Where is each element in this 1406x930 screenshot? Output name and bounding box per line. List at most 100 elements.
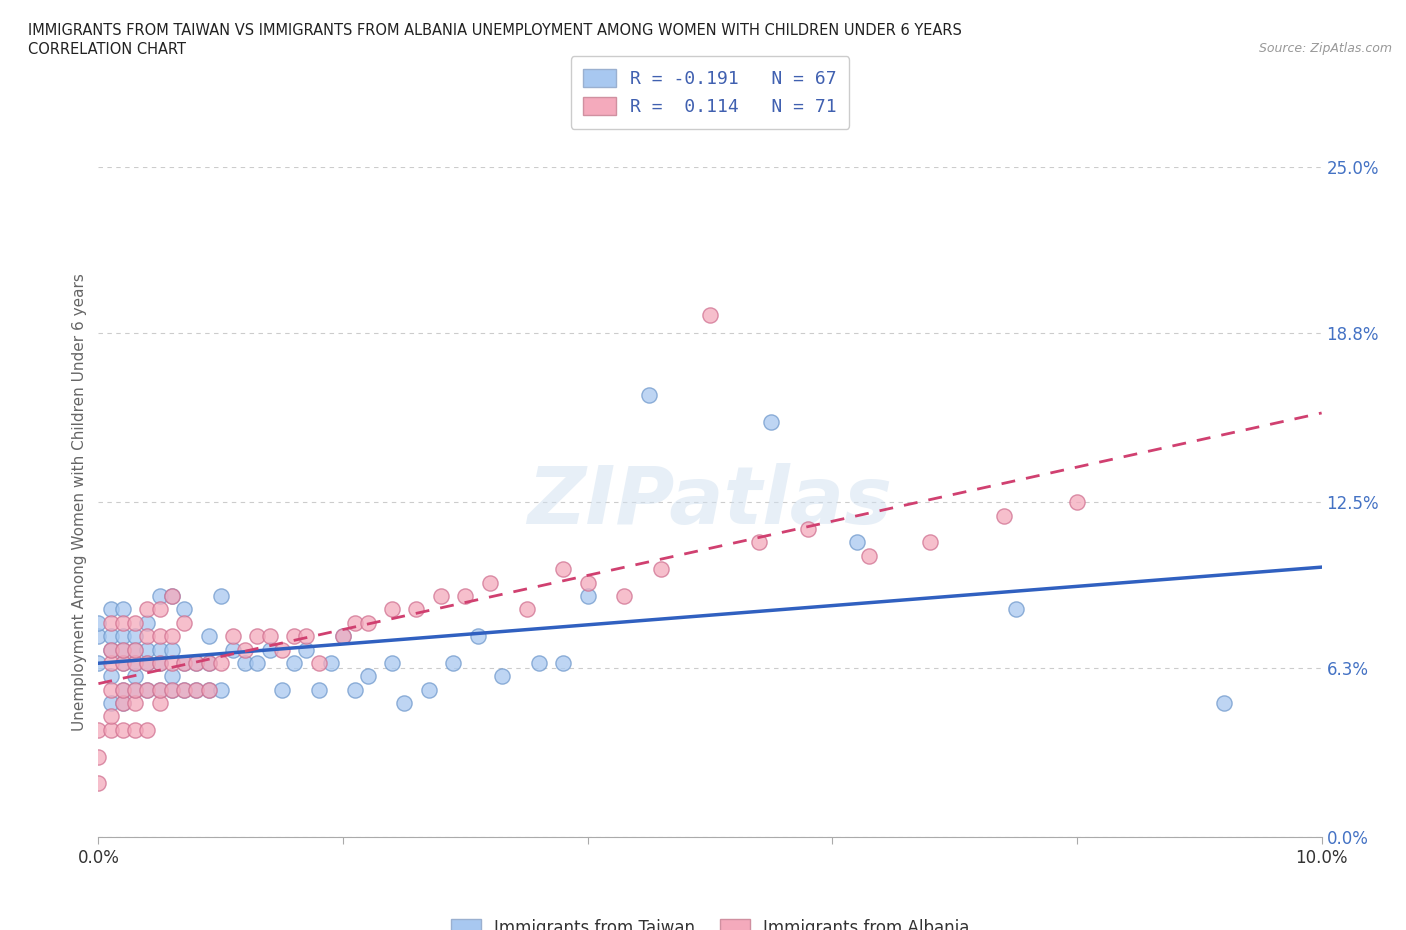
Point bbox=[111, 683, 134, 698]
Point bbox=[845, 535, 868, 550]
Point bbox=[149, 589, 172, 604]
Point bbox=[124, 642, 146, 657]
Point bbox=[111, 683, 134, 698]
Point bbox=[136, 642, 159, 657]
Point bbox=[283, 629, 305, 644]
Point bbox=[246, 629, 269, 644]
Point bbox=[87, 629, 110, 644]
Point bbox=[516, 602, 538, 617]
Point bbox=[149, 656, 172, 671]
Point bbox=[149, 683, 172, 698]
Text: ZIPatlas: ZIPatlas bbox=[527, 463, 893, 541]
Point bbox=[111, 696, 134, 711]
Point bbox=[233, 656, 256, 671]
Point bbox=[173, 656, 195, 671]
Point bbox=[222, 629, 245, 644]
Point bbox=[186, 656, 208, 671]
Point bbox=[405, 602, 427, 617]
Point bbox=[319, 656, 342, 671]
Point bbox=[87, 776, 110, 790]
Point bbox=[650, 562, 672, 577]
Point bbox=[197, 683, 219, 698]
Point bbox=[186, 683, 208, 698]
Point bbox=[308, 656, 330, 671]
Point bbox=[136, 683, 159, 698]
Point bbox=[124, 656, 146, 671]
Point bbox=[699, 307, 721, 322]
Point bbox=[173, 683, 195, 698]
Point bbox=[124, 642, 146, 657]
Point bbox=[160, 642, 183, 657]
Point bbox=[124, 683, 146, 698]
Point bbox=[160, 683, 183, 698]
Point bbox=[418, 683, 440, 698]
Point bbox=[259, 629, 281, 644]
Point bbox=[233, 642, 256, 657]
Point bbox=[197, 683, 219, 698]
Point bbox=[491, 669, 513, 684]
Point bbox=[209, 589, 232, 604]
Point bbox=[111, 629, 134, 644]
Point bbox=[344, 683, 367, 698]
Point bbox=[173, 683, 195, 698]
Point bbox=[136, 683, 159, 698]
Point bbox=[381, 602, 404, 617]
Point bbox=[441, 656, 464, 671]
Point bbox=[1212, 696, 1234, 711]
Point bbox=[454, 589, 477, 604]
Point bbox=[392, 696, 416, 711]
Point bbox=[136, 723, 159, 737]
Legend: Immigrants from Taiwan, Immigrants from Albania: Immigrants from Taiwan, Immigrants from … bbox=[444, 912, 976, 930]
Point bbox=[149, 629, 172, 644]
Point bbox=[87, 616, 110, 631]
Point bbox=[111, 656, 134, 671]
Point bbox=[356, 616, 378, 631]
Point bbox=[748, 535, 770, 550]
Point bbox=[136, 656, 159, 671]
Point bbox=[111, 642, 134, 657]
Point bbox=[100, 629, 122, 644]
Text: Source: ZipAtlas.com: Source: ZipAtlas.com bbox=[1258, 42, 1392, 55]
Point bbox=[381, 656, 404, 671]
Point bbox=[111, 642, 134, 657]
Point bbox=[100, 602, 122, 617]
Point bbox=[553, 562, 575, 577]
Point bbox=[197, 629, 219, 644]
Point bbox=[430, 589, 453, 604]
Point bbox=[100, 642, 122, 657]
Point bbox=[111, 723, 134, 737]
Point bbox=[209, 656, 232, 671]
Point bbox=[136, 656, 159, 671]
Point bbox=[197, 656, 219, 671]
Point bbox=[173, 616, 195, 631]
Point bbox=[124, 629, 146, 644]
Point bbox=[1004, 602, 1026, 617]
Point bbox=[124, 656, 146, 671]
Point bbox=[111, 616, 134, 631]
Point bbox=[87, 723, 110, 737]
Point bbox=[149, 696, 172, 711]
Point bbox=[149, 656, 172, 671]
Point bbox=[332, 629, 354, 644]
Point bbox=[136, 602, 159, 617]
Point bbox=[173, 656, 195, 671]
Point bbox=[920, 535, 942, 550]
Point bbox=[576, 589, 599, 604]
Point bbox=[160, 656, 183, 671]
Point bbox=[160, 683, 183, 698]
Point bbox=[160, 589, 183, 604]
Point bbox=[186, 656, 208, 671]
Point bbox=[173, 602, 195, 617]
Point bbox=[100, 616, 122, 631]
Point bbox=[637, 388, 661, 403]
Point bbox=[797, 522, 820, 537]
Point bbox=[100, 723, 122, 737]
Point bbox=[467, 629, 489, 644]
Point bbox=[124, 723, 146, 737]
Point bbox=[100, 669, 122, 684]
Point bbox=[759, 415, 782, 430]
Point bbox=[197, 656, 219, 671]
Point bbox=[222, 642, 245, 657]
Point bbox=[270, 642, 292, 657]
Point bbox=[527, 656, 550, 671]
